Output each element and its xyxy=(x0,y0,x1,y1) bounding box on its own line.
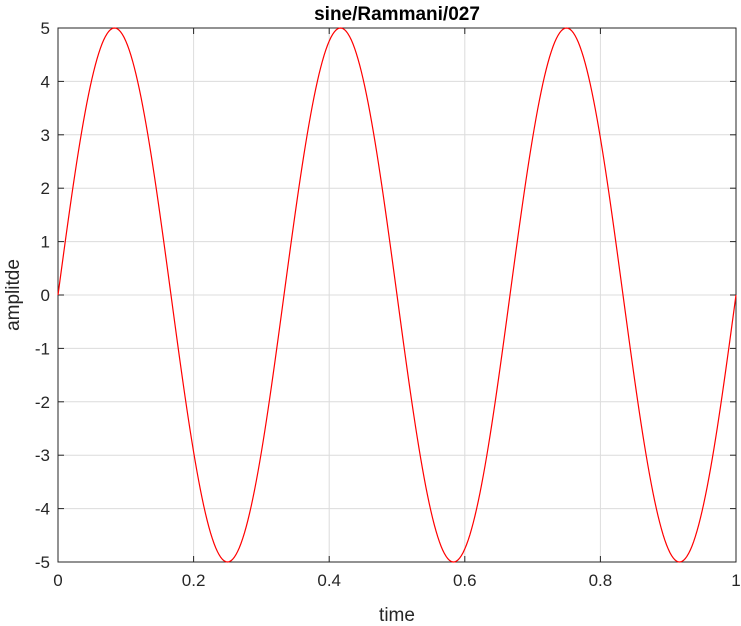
axis-ticks xyxy=(57,27,737,563)
x-tick-label: 0.6 xyxy=(453,571,477,590)
y-tick-label: 3 xyxy=(41,126,50,145)
y-axis-label: amplitde xyxy=(3,259,24,331)
x-tick-labels: 0 0.2 0.4 0.6 0.8 1 xyxy=(53,571,740,590)
x-tick-label: 0.8 xyxy=(589,571,613,590)
x-tick-label: 0.4 xyxy=(317,571,341,590)
x-tick-label: 0 xyxy=(53,571,62,590)
chart-title: sine/Rammani/027 xyxy=(314,4,480,25)
y-tick-label: -2 xyxy=(35,393,50,412)
x-tick-label: 0.2 xyxy=(182,571,206,590)
x-axis-label: time xyxy=(379,605,415,626)
y-tick-label: -4 xyxy=(35,500,50,519)
y-tick-label: 1 xyxy=(41,233,50,252)
sine-wave-line xyxy=(57,27,737,563)
y-tick-label: 5 xyxy=(41,19,50,38)
y-tick-label: 2 xyxy=(41,179,50,198)
y-tick-labels: -5 -4 -3 -2 -1 0 1 2 3 4 5 xyxy=(35,19,50,572)
y-tick-label: -5 xyxy=(35,553,50,572)
x-tick-label: 1 xyxy=(731,571,740,590)
y-tick-label: 0 xyxy=(41,286,50,305)
y-tick-label: -1 xyxy=(35,339,50,358)
y-tick-label: 4 xyxy=(41,72,50,91)
y-tick-label: -3 xyxy=(35,446,50,465)
